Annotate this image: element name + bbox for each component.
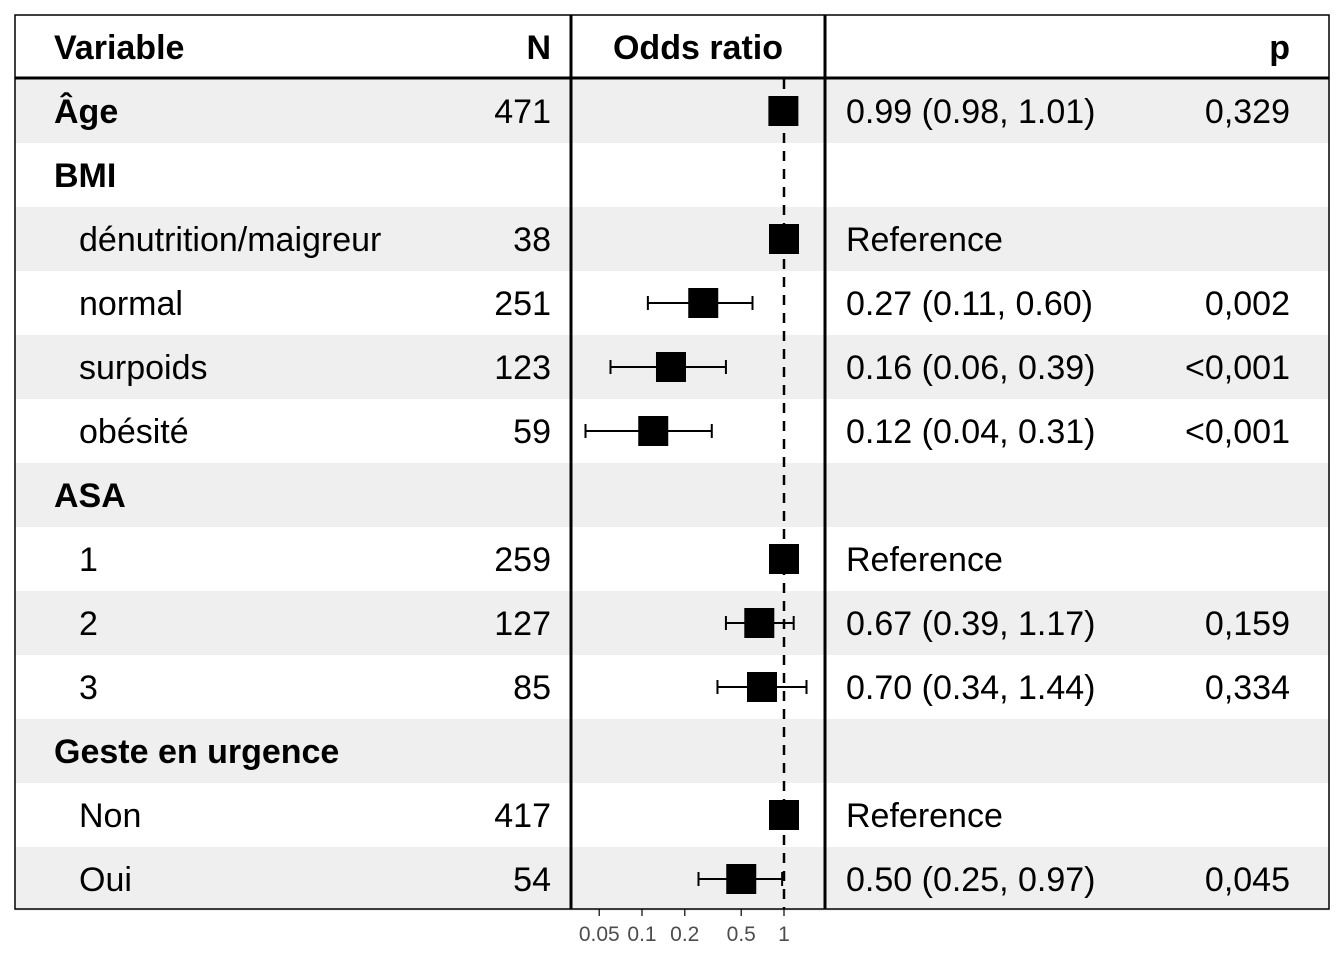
row-n: 123 [494, 349, 551, 387]
row-estimate: 0.67 (0.39, 1.17) [846, 605, 1096, 643]
row-label: dénutrition/maigreur [79, 221, 381, 259]
row-label: Geste en urgence [54, 733, 339, 771]
row-label: Oui [79, 861, 132, 899]
row-stripe [15, 463, 1329, 527]
row-p-value: 0,002 [1205, 285, 1290, 323]
row-estimate: 0.50 (0.25, 0.97) [846, 861, 1096, 899]
row-stripe [15, 719, 1329, 783]
row-estimate: Reference [846, 221, 1003, 259]
row-p-value: 0,159 [1205, 605, 1290, 643]
row-estimate: 0.12 (0.04, 0.31) [846, 413, 1096, 451]
or-point [769, 224, 799, 254]
row-p-value: 0,045 [1205, 861, 1290, 899]
row-estimate: Reference [846, 541, 1003, 579]
row-label: ASA [54, 477, 126, 515]
row-label: surpoids [79, 349, 208, 387]
row-n: 251 [494, 285, 551, 323]
row-n: 471 [494, 93, 551, 131]
row-stripe [15, 207, 1329, 271]
or-point [769, 544, 799, 574]
row-estimate: 0.99 (0.98, 1.01) [846, 93, 1096, 131]
x-tick-label: 0.2 [670, 923, 699, 946]
row-stripe [15, 79, 1329, 143]
header-odds-ratio: Odds ratio [613, 29, 783, 67]
row-label: 3 [79, 669, 98, 707]
row-p-value: 0,329 [1205, 93, 1290, 131]
or-point [726, 864, 757, 894]
or-point [638, 416, 669, 446]
header-n: N [526, 29, 551, 67]
row-p-value: <0,001 [1185, 413, 1290, 451]
row-label: obésité [79, 413, 189, 451]
row-stripe [15, 591, 1329, 655]
or-point [768, 96, 799, 126]
row-stripe [15, 847, 1329, 911]
row-label: Âge [54, 93, 118, 131]
row-estimate: 0.27 (0.11, 0.60) [846, 285, 1093, 323]
row-p-value: 0,334 [1205, 669, 1290, 707]
row-label: BMI [54, 157, 116, 195]
row-n: 54 [513, 861, 551, 899]
row-label: 1 [79, 541, 98, 579]
row-p-value: <0,001 [1185, 349, 1290, 387]
x-tick-label: 0.1 [627, 923, 656, 946]
or-point [744, 608, 775, 638]
or-point [747, 672, 778, 702]
row-n: 59 [513, 413, 551, 451]
row-n: 38 [513, 221, 551, 259]
or-point [655, 352, 686, 382]
row-n: 417 [494, 797, 551, 835]
row-label: 2 [79, 605, 98, 643]
row-label: normal [79, 285, 183, 323]
header-p: p [1269, 29, 1290, 67]
row-n: 127 [494, 605, 551, 643]
row-estimate: 0.70 (0.34, 1.44) [846, 669, 1096, 707]
table-border [14, 14, 1330, 910]
x-tick-label: 1 [778, 923, 790, 946]
row-n: 85 [513, 669, 551, 707]
header-variable: Variable [54, 29, 184, 67]
or-point [769, 800, 799, 830]
row-label: Non [79, 797, 141, 835]
row-estimate: Reference [846, 797, 1003, 835]
row-n: 259 [494, 541, 551, 579]
x-tick-label: 0.05 [579, 923, 620, 946]
or-point [688, 288, 719, 318]
x-tick-label: 0.5 [727, 923, 756, 946]
row-estimate: 0.16 (0.06, 0.39) [846, 349, 1096, 387]
